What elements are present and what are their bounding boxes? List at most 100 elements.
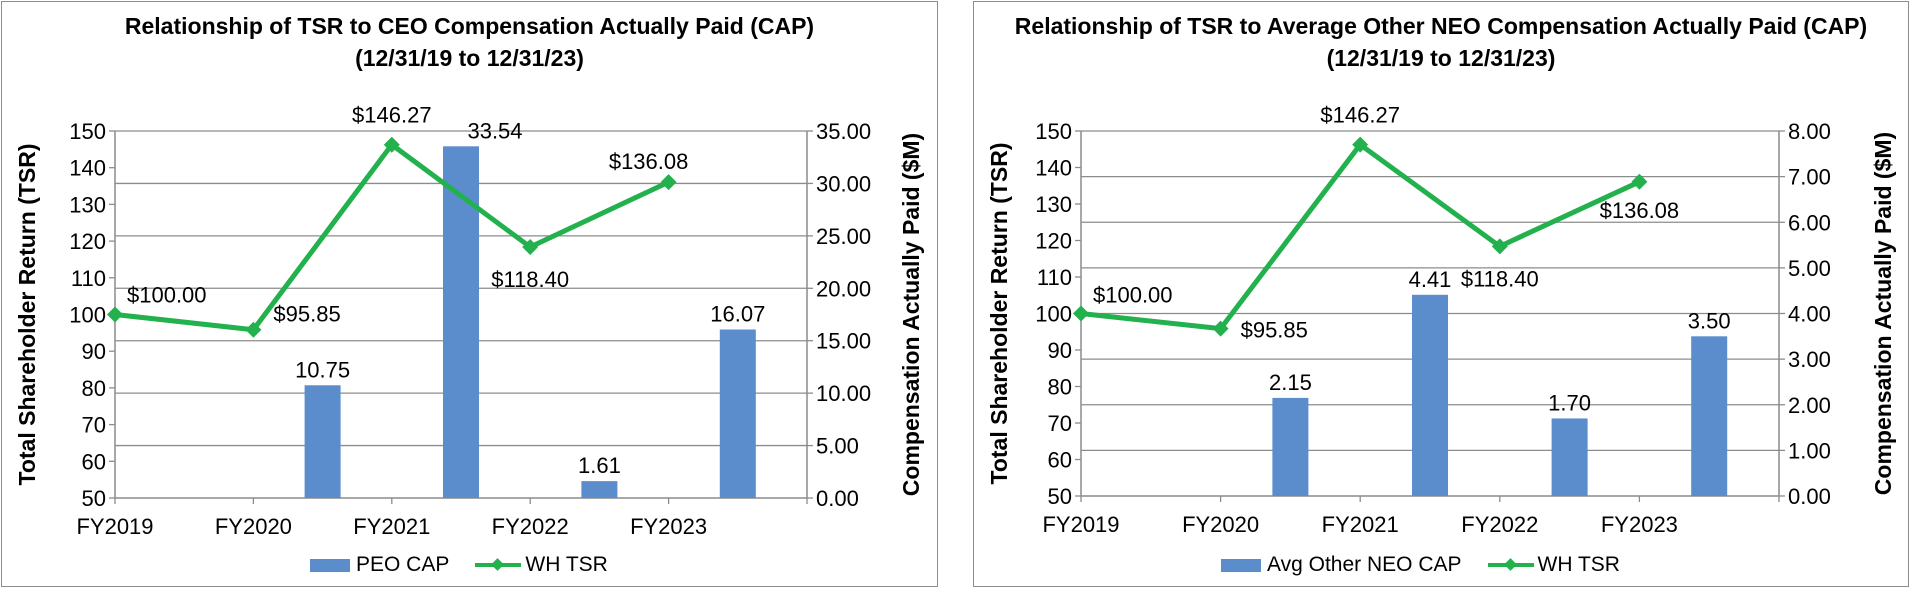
chart-panel-neo: Relationship of TSR to Average Other NEO…	[973, 1, 1909, 587]
tsr-marker	[522, 238, 539, 255]
right-tick-label: 0.00	[1788, 484, 1831, 509]
right-tick-label: 8.00	[1788, 119, 1831, 144]
right-tick-label: 7.00	[1788, 165, 1831, 190]
left-tick-label: 70	[1048, 411, 1072, 436]
chart-title-line2: (12/31/19 to 12/31/23)	[1326, 45, 1556, 71]
left-tick-label: 50	[1048, 484, 1072, 509]
tsr-marker	[1073, 305, 1089, 322]
bar-value-label: 4.41	[1409, 267, 1452, 292]
right-tick-label: 30.00	[816, 171, 871, 196]
right-tick-label: 3.00	[1788, 347, 1831, 372]
bar	[1691, 336, 1728, 496]
x-category-label: FY2021	[353, 514, 430, 539]
left-tick-label: 90	[82, 339, 106, 364]
left-tick-label: 130	[69, 192, 106, 217]
bar	[1412, 294, 1448, 496]
left-tick-label: 150	[1035, 119, 1072, 144]
right-tick-label: 5.00	[816, 434, 859, 459]
tsr-marker	[245, 321, 262, 338]
left-tick-label: 140	[1035, 156, 1072, 181]
left-tick-label: 110	[1037, 265, 1072, 290]
legend-item-bar: Avg Other NEO CAP	[1221, 553, 1462, 577]
chart-legend: PEO CAP WH TSR	[310, 553, 634, 577]
tsr-value-label: $95.85	[1241, 318, 1308, 343]
right-tick-label: 5.00	[1788, 256, 1831, 281]
tsr-value-label: $118.40	[491, 267, 569, 292]
legend-bar-label: Avg Other NEO CAP	[1267, 553, 1462, 576]
left-tick-label: 100	[1035, 302, 1072, 327]
bar	[1272, 397, 1309, 496]
right-tick-label: 35.00	[816, 119, 871, 144]
legend-line-label: WH TSR	[525, 553, 608, 576]
bar	[304, 385, 341, 498]
chart-legend: Avg Other NEO CAP WH TSR	[1221, 553, 1646, 577]
left-tick-label: 80	[1048, 375, 1072, 400]
chart-title-line2: (12/31/19 to 12/31/23)	[355, 45, 584, 71]
left-tick-label: 60	[82, 449, 106, 474]
tsr-value-label: $95.85	[273, 302, 340, 327]
right-tick-label: 10.00	[816, 381, 871, 406]
left-tick-label: 70	[82, 413, 106, 438]
chart-title-line1: Relationship of TSR to Average Other NEO…	[1014, 13, 1868, 39]
chart-title: Relationship of TSR to Average Other NEO…	[974, 10, 1908, 74]
x-category-label: FY2021	[1322, 512, 1399, 537]
right-tick-label: 20.00	[816, 276, 871, 301]
bar	[443, 146, 479, 498]
left-axis-title: Total Shareholder Return (TSR)	[986, 142, 1012, 484]
right-tick-label: 25.00	[816, 224, 871, 249]
legend-bar-swatch	[1221, 558, 1261, 572]
left-tick-label: 110	[71, 266, 106, 291]
bar	[1551, 418, 1588, 496]
bar-value-label: 3.50	[1688, 308, 1731, 333]
left-tick-label: 50	[82, 486, 106, 511]
tsr-marker	[107, 306, 123, 323]
x-category-label: FY2019	[1042, 512, 1119, 537]
chart-title: Relationship of TSR to CEO Compensation …	[2, 10, 937, 74]
tsr-value-label: $146.27	[352, 103, 432, 128]
chart-panel-ceo: Relationship of TSR to CEO Compensation …	[1, 1, 938, 587]
bar-value-label: 33.54	[467, 118, 522, 143]
chart-plot-neo: 50 60 70 80 90 100 110 120 130 140 150 0.00 1.00 2.00…	[986, 103, 1896, 537]
left-tick-label: 100	[69, 303, 106, 328]
tsr-marker	[1631, 173, 1648, 190]
tsr-marker	[383, 136, 400, 153]
left-tick-label: 140	[69, 156, 106, 181]
tsr-value-label: $136.08	[609, 149, 689, 174]
chart-title-line1: Relationship of TSR to CEO Compensation …	[124, 13, 815, 39]
left-tick-label: 120	[1035, 229, 1072, 254]
right-tick-label: 4.00	[1788, 302, 1831, 327]
chart-plot-ceo: 50 60 70 80 90 100 110 120 130 140 150 0.00 5.00 10.0…	[14, 103, 924, 539]
legend-line-label: WH TSR	[1537, 553, 1620, 576]
tsr-marker	[1212, 320, 1229, 337]
bar-value-label: 10.75	[295, 357, 350, 382]
legend-bar-swatch	[310, 558, 350, 572]
tsr-marker	[1491, 238, 1508, 255]
legend-bar-label: PEO CAP	[356, 553, 450, 576]
left-tick-label: 130	[1035, 192, 1072, 217]
bar-value-label: 1.61	[578, 453, 621, 478]
right-tick-label: 1.00	[1788, 438, 1831, 463]
x-category-label: FY2022	[1461, 512, 1538, 537]
x-category-label: FY2022	[492, 514, 569, 539]
left-tick-label: 150	[69, 119, 106, 144]
tsr-marker	[660, 174, 677, 191]
right-tick-label: 6.00	[1788, 210, 1831, 235]
x-category-label: FY2020	[1182, 512, 1259, 537]
bar-value-label: 2.15	[1269, 370, 1312, 395]
right-axis-title: Compensation Actually Paid ($M)	[1870, 132, 1896, 495]
left-tick-label: 90	[1048, 338, 1072, 363]
tsr-value-label: $136.08	[1600, 198, 1680, 223]
right-axis-title: Compensation Actually Paid ($M)	[898, 133, 924, 496]
legend-line-swatch	[475, 558, 522, 572]
tsr-marker	[1352, 136, 1369, 153]
tsr-value-label: $100.00	[1093, 283, 1173, 308]
left-axis-title: Total Shareholder Return (TSR)	[14, 143, 40, 485]
bar-value-label: 16.07	[710, 301, 765, 326]
bar	[719, 329, 756, 498]
x-category-label: FY2019	[76, 514, 153, 539]
x-category-label: FY2020	[215, 514, 292, 539]
x-category-label: FY2023	[630, 514, 707, 539]
right-tick-label: 15.00	[816, 329, 871, 354]
left-tick-label: 120	[69, 229, 106, 254]
legend-item-bar: PEO CAP	[310, 553, 449, 577]
